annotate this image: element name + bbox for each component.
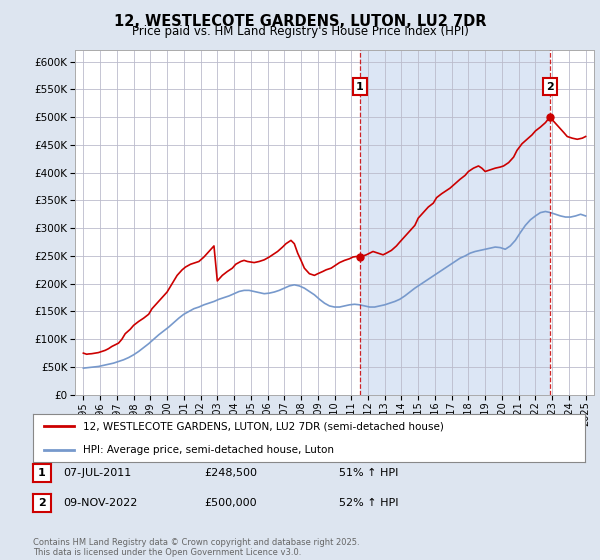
Text: 12, WESTLECOTE GARDENS, LUTON, LU2 7DR: 12, WESTLECOTE GARDENS, LUTON, LU2 7DR bbox=[114, 14, 486, 29]
Text: 2: 2 bbox=[546, 82, 554, 91]
Text: £500,000: £500,000 bbox=[204, 498, 257, 508]
Bar bbox=[360, 50, 550, 395]
Text: 2: 2 bbox=[38, 498, 46, 508]
Text: 52% ↑ HPI: 52% ↑ HPI bbox=[339, 498, 398, 508]
Text: 09-NOV-2022: 09-NOV-2022 bbox=[63, 498, 137, 508]
Text: 1: 1 bbox=[38, 468, 46, 478]
Text: Contains HM Land Registry data © Crown copyright and database right 2025.
This d: Contains HM Land Registry data © Crown c… bbox=[33, 538, 359, 557]
Text: £248,500: £248,500 bbox=[204, 468, 257, 478]
Text: HPI: Average price, semi-detached house, Luton: HPI: Average price, semi-detached house,… bbox=[83, 445, 334, 455]
Text: 07-JUL-2011: 07-JUL-2011 bbox=[63, 468, 131, 478]
Text: 51% ↑ HPI: 51% ↑ HPI bbox=[339, 468, 398, 478]
Text: 12, WESTLECOTE GARDENS, LUTON, LU2 7DR (semi-detached house): 12, WESTLECOTE GARDENS, LUTON, LU2 7DR (… bbox=[83, 421, 443, 431]
Text: 1: 1 bbox=[356, 82, 364, 91]
Text: Price paid vs. HM Land Registry's House Price Index (HPI): Price paid vs. HM Land Registry's House … bbox=[131, 25, 469, 38]
